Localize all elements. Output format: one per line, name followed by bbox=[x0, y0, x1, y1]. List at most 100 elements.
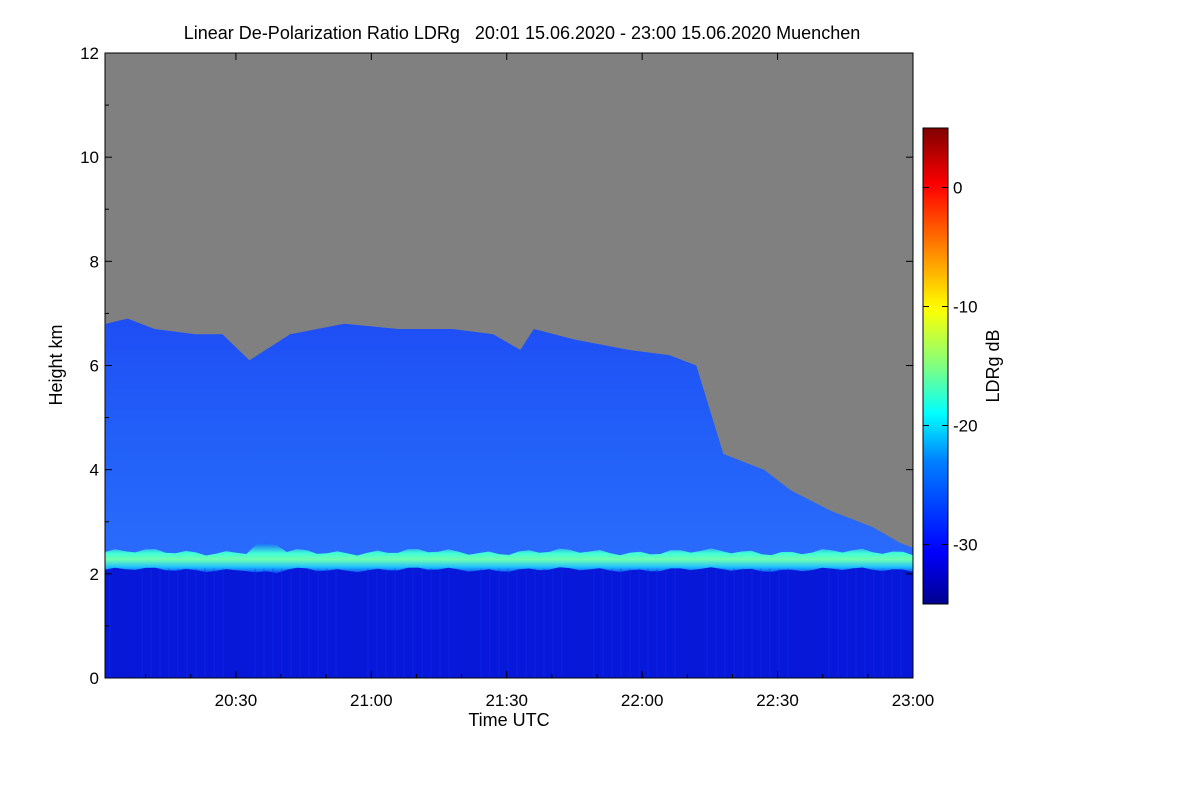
streak bbox=[552, 568, 554, 678]
streak bbox=[891, 568, 893, 678]
streak bbox=[656, 568, 658, 678]
streak bbox=[742, 568, 744, 678]
x-axis: 20:30 21:00 21:30 22:00 22:30 23:00 bbox=[145, 53, 935, 710]
streak bbox=[109, 568, 111, 678]
colorbar-gradient bbox=[922, 127, 949, 605]
colorbar-tick-label: -30 bbox=[953, 536, 978, 555]
streak bbox=[534, 568, 536, 678]
colorbar-tick-label: -10 bbox=[953, 298, 978, 317]
streak bbox=[715, 568, 717, 678]
streak bbox=[602, 568, 604, 678]
streak bbox=[900, 568, 902, 678]
y-axis: 0 2 4 6 8 10 12 bbox=[80, 44, 913, 688]
y-tick-label: 0 bbox=[90, 669, 99, 688]
streak bbox=[335, 568, 337, 678]
streak bbox=[665, 568, 667, 678]
y-tick-label: 4 bbox=[90, 461, 99, 480]
streak bbox=[222, 568, 224, 678]
streak bbox=[448, 568, 450, 678]
streak bbox=[769, 568, 771, 678]
streak bbox=[498, 568, 500, 678]
streak bbox=[846, 568, 848, 678]
streak bbox=[376, 568, 378, 678]
streak bbox=[272, 568, 274, 678]
streak bbox=[611, 568, 613, 678]
vertical-streaks bbox=[109, 568, 902, 678]
plot-area bbox=[105, 53, 913, 678]
streak bbox=[317, 568, 319, 678]
streak bbox=[299, 568, 301, 678]
streak bbox=[760, 568, 762, 678]
streak bbox=[385, 568, 387, 678]
y-axis-label: Height km bbox=[46, 324, 66, 405]
colorbar: 0 -10 -20 -30 LDRg dB bbox=[922, 127, 1003, 605]
streak bbox=[828, 568, 830, 678]
aerosol-layer-top-band bbox=[105, 542, 913, 574]
streak bbox=[421, 568, 423, 678]
streak bbox=[159, 568, 161, 678]
streak bbox=[150, 568, 152, 678]
streak bbox=[561, 568, 563, 678]
streak bbox=[873, 568, 875, 678]
streak bbox=[177, 568, 179, 678]
colorbar-tick-label: 0 bbox=[953, 179, 962, 198]
streak bbox=[195, 568, 197, 678]
streak bbox=[507, 568, 509, 678]
x-axis-label: Time UTC bbox=[468, 710, 549, 730]
streak bbox=[489, 568, 491, 678]
streak bbox=[543, 568, 545, 678]
x-tick-label: 23:00 bbox=[892, 691, 935, 710]
streak bbox=[281, 568, 283, 678]
streak bbox=[141, 568, 143, 678]
streak bbox=[394, 568, 396, 678]
free-troposphere-signal bbox=[105, 318, 913, 564]
streak bbox=[326, 568, 328, 678]
streak bbox=[213, 568, 215, 678]
streak bbox=[430, 568, 432, 678]
colorbar-ticks: 0 -10 -20 -30 bbox=[923, 179, 978, 555]
streak bbox=[439, 568, 441, 678]
streak bbox=[837, 568, 839, 678]
x-tick-label: 20:30 bbox=[215, 691, 258, 710]
streak bbox=[706, 568, 708, 678]
x-tick-label: 22:00 bbox=[621, 691, 664, 710]
streak bbox=[674, 568, 676, 678]
x-tick-label: 21:30 bbox=[485, 691, 528, 710]
streak bbox=[516, 568, 518, 678]
colorbar-tick-label: -20 bbox=[953, 417, 978, 436]
lower-layer-signal bbox=[105, 563, 913, 678]
streak bbox=[290, 568, 292, 678]
y-tick-label: 6 bbox=[90, 357, 99, 376]
streak bbox=[480, 568, 482, 678]
streak bbox=[724, 568, 726, 678]
streak bbox=[263, 568, 265, 678]
chart-title: Linear De-Polarization Ratio LDRg 20:01 … bbox=[184, 23, 860, 43]
y-tick-label: 2 bbox=[90, 565, 99, 584]
streak bbox=[638, 568, 640, 678]
streak bbox=[787, 568, 789, 678]
streak bbox=[204, 568, 206, 678]
streak bbox=[751, 568, 753, 678]
streak bbox=[308, 568, 310, 678]
streak bbox=[254, 568, 256, 678]
streak bbox=[778, 568, 780, 678]
streak bbox=[403, 568, 405, 678]
streak bbox=[629, 568, 631, 678]
y-tick-label: 10 bbox=[80, 148, 99, 167]
streak bbox=[647, 568, 649, 678]
streak bbox=[412, 568, 414, 678]
x-tick-label: 21:00 bbox=[350, 691, 393, 710]
streak bbox=[525, 568, 527, 678]
streak bbox=[855, 568, 857, 678]
y-tick-label: 8 bbox=[90, 252, 99, 271]
colorbar-label: LDRg dB bbox=[983, 329, 1003, 402]
streak bbox=[367, 568, 369, 678]
streak bbox=[186, 568, 188, 678]
streak bbox=[593, 568, 595, 678]
streak bbox=[620, 568, 622, 678]
streak bbox=[733, 568, 735, 678]
y-tick-label: 12 bbox=[80, 44, 99, 63]
streak bbox=[882, 568, 884, 678]
streak bbox=[168, 568, 170, 678]
